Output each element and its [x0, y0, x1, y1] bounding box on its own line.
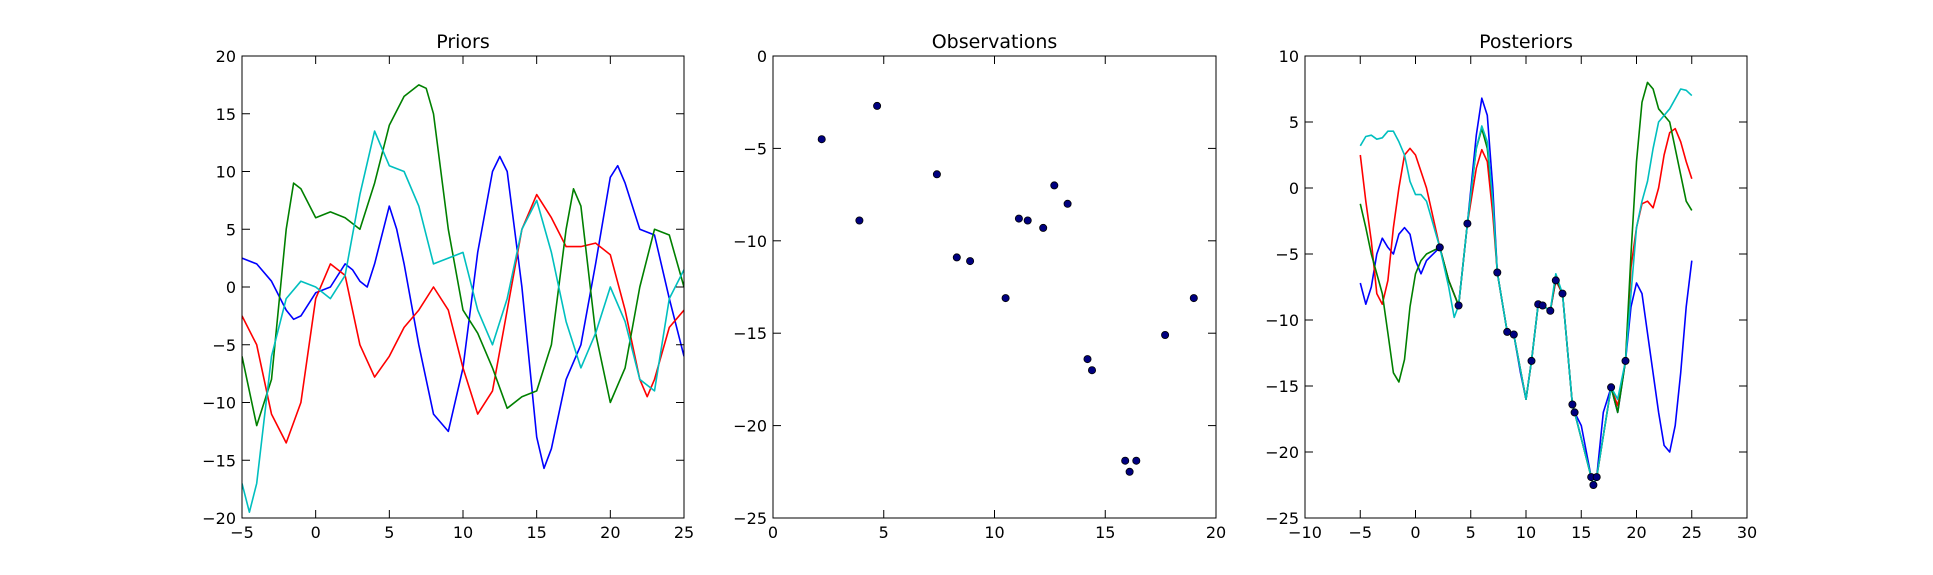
x-tick-label: 0	[1410, 523, 1420, 542]
y-tick-label: 0	[1289, 179, 1299, 198]
data-point	[1121, 456, 1130, 465]
observation-point	[1463, 219, 1472, 228]
y-tick-label: −25	[1265, 509, 1299, 528]
x-tick-label: 5	[879, 523, 889, 542]
x-tick-label: 0	[311, 523, 321, 542]
y-tick-label: −10	[202, 394, 236, 413]
y-tick-label: −20	[1265, 443, 1299, 462]
x-tick-label: 5	[384, 523, 394, 542]
axes-frame	[772, 55, 1217, 519]
y-tick-label: −15	[202, 451, 236, 470]
data-point	[952, 253, 961, 262]
y-tick-label: −25	[733, 509, 767, 528]
data-point	[932, 170, 941, 179]
x-tick-label: 5	[1466, 523, 1476, 542]
chart-1: 0 5 10 15 20 −25 −20 −15 −10 −5 0 Observations	[733, 31, 1226, 542]
observation-point	[1592, 473, 1601, 482]
data-point	[1083, 355, 1092, 364]
series-line-3	[1359, 88, 1693, 486]
y-tick-label: 20	[216, 47, 236, 66]
data-point	[1039, 223, 1048, 232]
data-point	[1001, 294, 1010, 303]
data-point	[1189, 294, 1198, 303]
chart-title: Priors	[436, 31, 490, 53]
x-tick-label: −5	[230, 523, 254, 542]
observation-point	[1546, 306, 1555, 315]
series-line-3	[242, 130, 684, 513]
x-tick-label: 20	[600, 523, 620, 542]
observation-point	[1570, 408, 1579, 417]
x-tick-label: 10	[1516, 523, 1536, 542]
x-tick-label: −10	[1288, 523, 1322, 542]
y-tick-label: −20	[733, 417, 767, 436]
observation-point	[1509, 330, 1518, 339]
y-tick-label: 15	[216, 105, 236, 124]
y-tick-label: −15	[733, 324, 767, 343]
plot-area	[817, 101, 1198, 476]
chart-0: −5 0 5 10 15 20 25 −20 −15 −10 −5 0 5 10 15 20 Priors	[202, 31, 694, 542]
observation-point	[1551, 276, 1560, 285]
x-tick-label: 10	[453, 523, 473, 542]
y-tick-label: −5	[743, 139, 767, 158]
observation-point	[1558, 289, 1567, 298]
y-tick-label: −20	[202, 509, 236, 528]
chart-2: −10 −5 0 5 10 15 20 25 30 −25 −20 −15 −10 −5 0 5 10 Poste…	[1265, 31, 1757, 542]
x-tick-label: 0	[768, 523, 778, 542]
x-tick-label: 25	[674, 523, 694, 542]
x-tick-label: 15	[1571, 523, 1591, 542]
plot-area	[242, 84, 684, 513]
y-tick-label: 5	[1289, 113, 1299, 132]
data-point	[1023, 216, 1032, 225]
data-point	[1050, 181, 1059, 190]
y-tick-label: 5	[226, 220, 236, 239]
chart-title: Posteriors	[1479, 31, 1573, 53]
x-tick-label: −5	[1348, 523, 1372, 542]
series-line-0	[1359, 97, 1693, 486]
x-tick-label: 10	[984, 523, 1004, 542]
x-tick-label: 15	[1095, 523, 1115, 542]
data-point	[1161, 330, 1170, 339]
observation-point	[1454, 301, 1463, 310]
data-point	[1125, 467, 1134, 476]
series-line-2	[1359, 81, 1693, 486]
data-point	[817, 135, 826, 144]
data-point	[1132, 456, 1141, 465]
observation-point	[1527, 356, 1536, 365]
x-tick-label: 20	[1206, 523, 1226, 542]
y-tick-label: −5	[1275, 245, 1299, 264]
data-point	[873, 101, 882, 110]
series-line-1	[242, 193, 684, 444]
y-tick-label: 10	[1279, 47, 1299, 66]
x-tick-label: 20	[1626, 523, 1646, 542]
observation-point	[1493, 268, 1502, 277]
y-tick-label: 0	[226, 278, 236, 297]
data-point	[1088, 366, 1097, 375]
x-tick-label: 15	[526, 523, 546, 542]
axes-frame	[241, 55, 685, 519]
data-point	[855, 216, 864, 225]
plot-area	[1359, 81, 1693, 489]
x-tick-label: 25	[1682, 523, 1702, 542]
observation-point	[1621, 356, 1630, 365]
y-tick-label: −10	[1265, 311, 1299, 330]
data-point	[1014, 214, 1023, 223]
series-line-2	[242, 84, 684, 427]
y-tick-label: −10	[733, 232, 767, 251]
observation-point	[1607, 383, 1616, 392]
observation-point	[1503, 327, 1512, 336]
observation-point	[1435, 243, 1444, 252]
observation-point	[1568, 400, 1577, 409]
data-point	[966, 257, 975, 266]
chart-title: Observations	[932, 31, 1058, 53]
observation-point	[1589, 480, 1598, 489]
data-point	[1063, 199, 1072, 208]
y-tick-label: −5	[212, 336, 236, 355]
y-tick-label: 0	[757, 47, 767, 66]
observation-point	[1538, 301, 1547, 310]
y-tick-label: −15	[1265, 377, 1299, 396]
y-tick-label: 10	[216, 163, 236, 182]
x-tick-label: 30	[1737, 523, 1757, 542]
